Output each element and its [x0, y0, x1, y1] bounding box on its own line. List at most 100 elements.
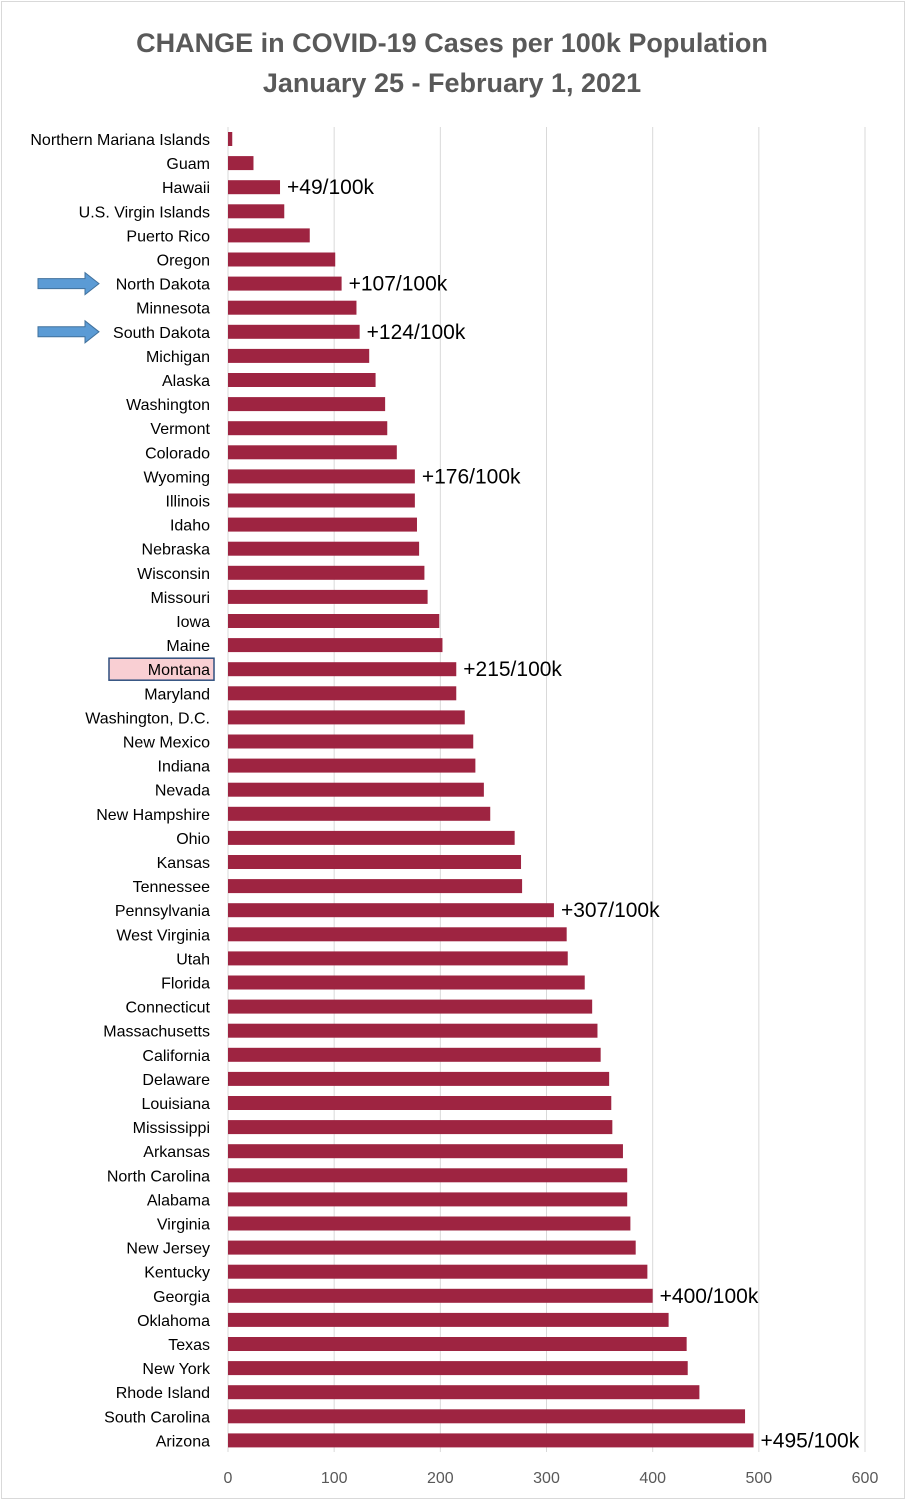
data-label: +215/100k [463, 658, 562, 681]
bar [228, 855, 522, 869]
bar [228, 879, 523, 894]
category-label: Michigan [146, 349, 210, 366]
category-label: North Carolina [107, 1168, 210, 1185]
category-label: Colorado [145, 445, 210, 462]
category-label: Illinois [166, 494, 210, 511]
bar [228, 324, 360, 339]
bars [228, 132, 754, 1448]
category-label: Maine [166, 638, 210, 655]
category-label: Iowa [176, 614, 210, 631]
category-label: Minnesota [136, 301, 210, 318]
bar [228, 975, 585, 990]
bar [228, 565, 425, 580]
category-label: Oregon [157, 253, 210, 270]
bar [228, 1144, 623, 1159]
category-label: Kentucky [144, 1265, 210, 1282]
arrow-icon [37, 271, 100, 296]
category-label: New Mexico [123, 735, 210, 752]
bar [228, 204, 285, 219]
category-label: New Hampshire [96, 807, 210, 824]
category-label: Guam [166, 156, 210, 173]
category-label: Wisconsin [137, 566, 210, 583]
category-label: Northern Mariana Islands [30, 132, 210, 149]
category-label: Alabama [147, 1192, 210, 1209]
bar [228, 710, 465, 725]
category-label: Delaware [142, 1072, 210, 1089]
category-labels: Northern Mariana Islands Guam Hawaii U.S. V… [30, 132, 211, 1450]
bar [228, 1409, 746, 1424]
x-tick-label: 600 [852, 1470, 879, 1487]
bar [228, 156, 254, 171]
highlight-box [108, 657, 215, 681]
data-label: +107/100k [349, 273, 448, 296]
x-tick-label: 400 [639, 1470, 666, 1487]
category-label: Arizona [156, 1433, 210, 1450]
category-label: Ohio [176, 831, 210, 848]
data-label: +49/100k [287, 176, 374, 199]
bar [228, 1192, 628, 1207]
data-label: +400/100k [660, 1285, 759, 1308]
bar [228, 1023, 598, 1038]
category-label: Kansas [157, 855, 210, 872]
category-label: Washington [126, 397, 210, 414]
category-label: Missouri [150, 590, 210, 607]
x-tick-label: 200 [427, 1470, 454, 1487]
bar [228, 132, 233, 146]
category-label: Puerto Rico [126, 228, 210, 245]
category-label: Texas [168, 1337, 210, 1354]
category-label: Idaho [170, 518, 210, 535]
bar [228, 1361, 688, 1376]
bar [228, 373, 376, 387]
category-label: Wyoming [143, 469, 210, 486]
bar [228, 830, 515, 845]
bar [228, 1071, 610, 1086]
bar [228, 589, 428, 604]
bar [228, 758, 476, 773]
category-label: Indiana [158, 759, 211, 776]
category-label: New York [142, 1361, 211, 1378]
category-label: Florida [161, 976, 210, 993]
x-tick-label: 100 [321, 1470, 348, 1487]
category-label: California [142, 1048, 210, 1065]
bar [228, 686, 457, 701]
data-label: +495/100k [761, 1429, 860, 1452]
bar [228, 1047, 601, 1062]
bar [228, 1337, 687, 1351]
bar [228, 180, 281, 195]
x-tick-label: 0 [224, 1470, 233, 1487]
category-label: West Virginia [116, 927, 210, 944]
markers [37, 271, 215, 681]
bar [228, 806, 491, 821]
category-label: Washington, D.C. [85, 710, 210, 727]
bar [228, 999, 593, 1014]
category-label: Mississippi [133, 1120, 210, 1137]
bar [228, 1288, 653, 1303]
arrow-icon [37, 319, 100, 344]
bar [228, 252, 336, 267]
bar [228, 1168, 628, 1183]
category-label: Connecticut [126, 1000, 211, 1017]
bar [228, 662, 457, 677]
chart-subtitle: January 25 - February 1, 2021 [262, 68, 642, 98]
bar [228, 228, 310, 243]
bar [228, 1312, 669, 1327]
bar [228, 493, 415, 508]
bar [228, 903, 554, 918]
bar [228, 421, 388, 436]
bar [228, 348, 370, 363]
bar [228, 638, 443, 653]
x-tick-label: 500 [745, 1470, 772, 1487]
category-label: Tennessee [133, 879, 210, 896]
bar [228, 782, 484, 797]
category-label: Vermont [150, 421, 210, 438]
bar [228, 1240, 636, 1255]
bar [228, 614, 440, 628]
category-label: South Carolina [104, 1409, 210, 1426]
annotations: +49/100k +107/100k +124/100k +176/100k +215/… [287, 176, 860, 1452]
category-label: Maryland [144, 686, 210, 703]
bar [228, 927, 567, 942]
category-label: Oklahoma [137, 1313, 210, 1330]
chart-title: CHANGE in COVID-19 Cases per 100k Popula… [136, 28, 768, 58]
category-label: Nevada [155, 783, 210, 800]
